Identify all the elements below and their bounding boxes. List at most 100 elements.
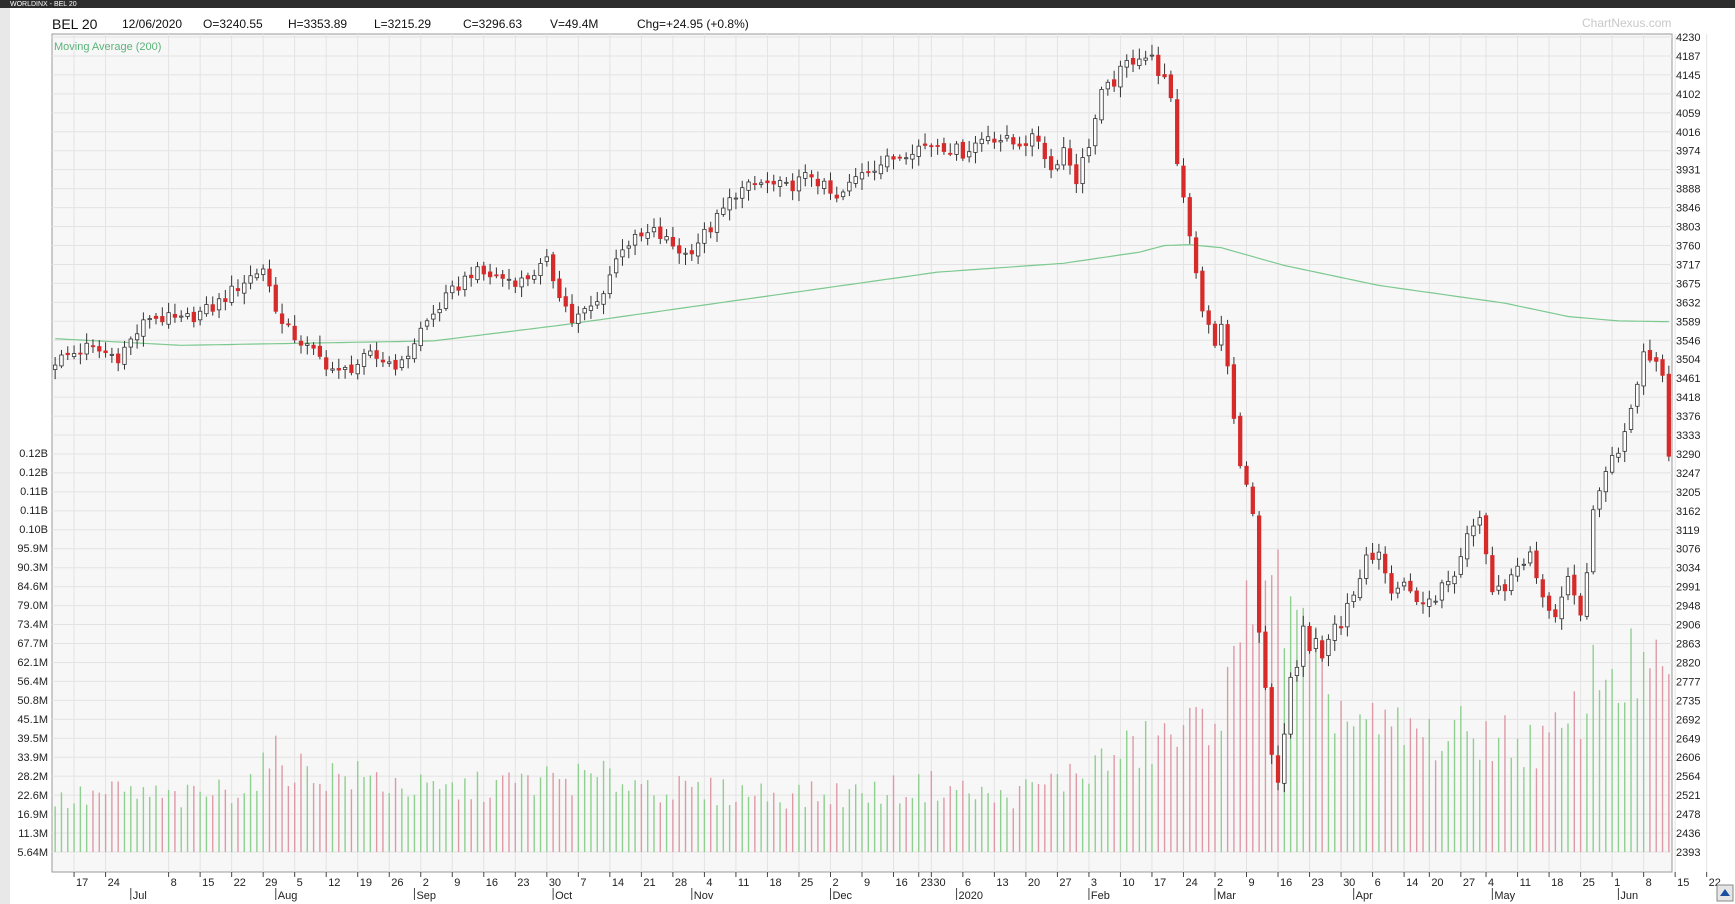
candle-body xyxy=(412,343,417,360)
candle-body xyxy=(1452,575,1457,585)
candle-body xyxy=(639,232,644,237)
candle-body xyxy=(254,273,259,279)
left-scroll-strip[interactable] xyxy=(0,8,10,904)
x-tick-label: 2 xyxy=(423,877,429,889)
price-tick-label: 2991 xyxy=(1676,582,1700,594)
candle-body xyxy=(65,352,70,356)
candle-body xyxy=(1137,58,1142,66)
candle-body xyxy=(1093,118,1098,147)
candle-body xyxy=(1647,350,1653,361)
candle-body xyxy=(677,245,682,254)
x-tick-label: 11 xyxy=(1520,877,1531,889)
candle-body xyxy=(1156,54,1161,76)
candle-body xyxy=(261,268,266,275)
close-label: C=3296.63 xyxy=(463,17,522,31)
candle-body xyxy=(109,353,115,356)
candle-body xyxy=(1578,595,1583,616)
candle-body xyxy=(1332,623,1337,641)
price-tick-label: 3974 xyxy=(1676,146,1700,158)
price-tick-label: 3931 xyxy=(1676,165,1700,177)
legend-ma: Moving Average (200) xyxy=(54,41,161,53)
volume-tick-label: 28.2M xyxy=(17,771,48,783)
candle-body xyxy=(973,142,978,153)
candle-body xyxy=(948,152,953,155)
candle-body xyxy=(336,368,341,371)
candle-body xyxy=(796,176,802,192)
candle-body xyxy=(1420,602,1426,605)
candle-body xyxy=(538,263,543,276)
x-tick-label: 27 xyxy=(1059,877,1071,889)
high-label: H=3353.89 xyxy=(288,17,347,31)
x-tick-label: 23 xyxy=(517,877,529,889)
candle-body xyxy=(847,181,852,192)
candle-body xyxy=(721,207,726,215)
candle-body xyxy=(1004,135,1010,139)
candle-body xyxy=(487,271,493,278)
candle-body xyxy=(53,364,58,370)
price-tick-label: 3675 xyxy=(1676,278,1700,290)
candle-body xyxy=(714,213,720,233)
candle-body xyxy=(903,157,909,160)
x-tick-label: 25 xyxy=(801,877,813,889)
candle-body xyxy=(1496,585,1501,591)
candle-body xyxy=(1149,54,1155,57)
x-tick-label: 17 xyxy=(1154,877,1166,889)
volume-bars xyxy=(54,549,1670,852)
candle-body xyxy=(1042,142,1047,160)
candle-body xyxy=(803,172,808,179)
price-tick-label: 2606 xyxy=(1676,752,1700,764)
candle-body xyxy=(494,274,499,277)
candle-body xyxy=(878,164,884,175)
x-tick-label: 9 xyxy=(1249,877,1255,889)
candle-body xyxy=(960,141,965,159)
candle-body xyxy=(399,359,404,368)
candle-body xyxy=(242,282,247,294)
x-tick-label: 25 xyxy=(1583,877,1595,889)
x-tick-label: 16 xyxy=(486,877,498,889)
candle-body xyxy=(462,275,468,290)
candle-body xyxy=(614,258,619,274)
candle-body xyxy=(418,327,423,347)
open-label: O=3240.55 xyxy=(203,17,263,31)
x-tick-label: 26 xyxy=(391,877,403,889)
candle-body xyxy=(765,180,770,184)
candle-body xyxy=(179,315,184,318)
x-tick-label: 2 xyxy=(1217,877,1223,889)
x-tick-label: 9 xyxy=(454,877,460,889)
candle-body xyxy=(752,183,757,186)
volume-tick-label: 56.4M xyxy=(17,676,48,688)
price-tick-label: 2863 xyxy=(1676,639,1700,651)
candle-body xyxy=(809,174,814,178)
candle-body xyxy=(324,357,329,370)
candle-body xyxy=(910,153,915,160)
candle-body xyxy=(1603,471,1608,493)
candle-body xyxy=(1275,755,1281,783)
volume-tick-label: 95.9M xyxy=(17,543,48,555)
candle-body xyxy=(437,309,442,314)
price-tick-label: 3504 xyxy=(1676,354,1700,366)
candle-body xyxy=(1502,584,1508,592)
x-tick-label: 15 xyxy=(202,877,214,889)
month-label: Dec xyxy=(832,890,852,902)
x-tick-label: 16 xyxy=(1280,877,1292,889)
x-tick-label: 1 xyxy=(1614,877,1620,889)
x-tick-label: 9 xyxy=(864,877,870,889)
candle-body xyxy=(1465,533,1470,560)
price-tick-label: 4145 xyxy=(1676,70,1700,82)
x-tick-label: 24 xyxy=(1185,877,1197,889)
candle-body xyxy=(1660,359,1665,376)
price-tick-label: 2777 xyxy=(1676,676,1700,688)
candle-body xyxy=(443,292,449,309)
candle-body xyxy=(733,197,739,200)
candle-body xyxy=(1546,595,1552,611)
candle-body xyxy=(1048,156,1054,171)
candle-body xyxy=(601,293,606,305)
month-label: May xyxy=(1494,890,1515,902)
candle-body xyxy=(916,145,921,157)
candle-body xyxy=(1433,600,1438,603)
candle-body xyxy=(840,191,846,198)
candle-body xyxy=(979,138,984,145)
candle-body xyxy=(166,312,171,325)
x-tick-label: 10 xyxy=(1122,877,1134,889)
